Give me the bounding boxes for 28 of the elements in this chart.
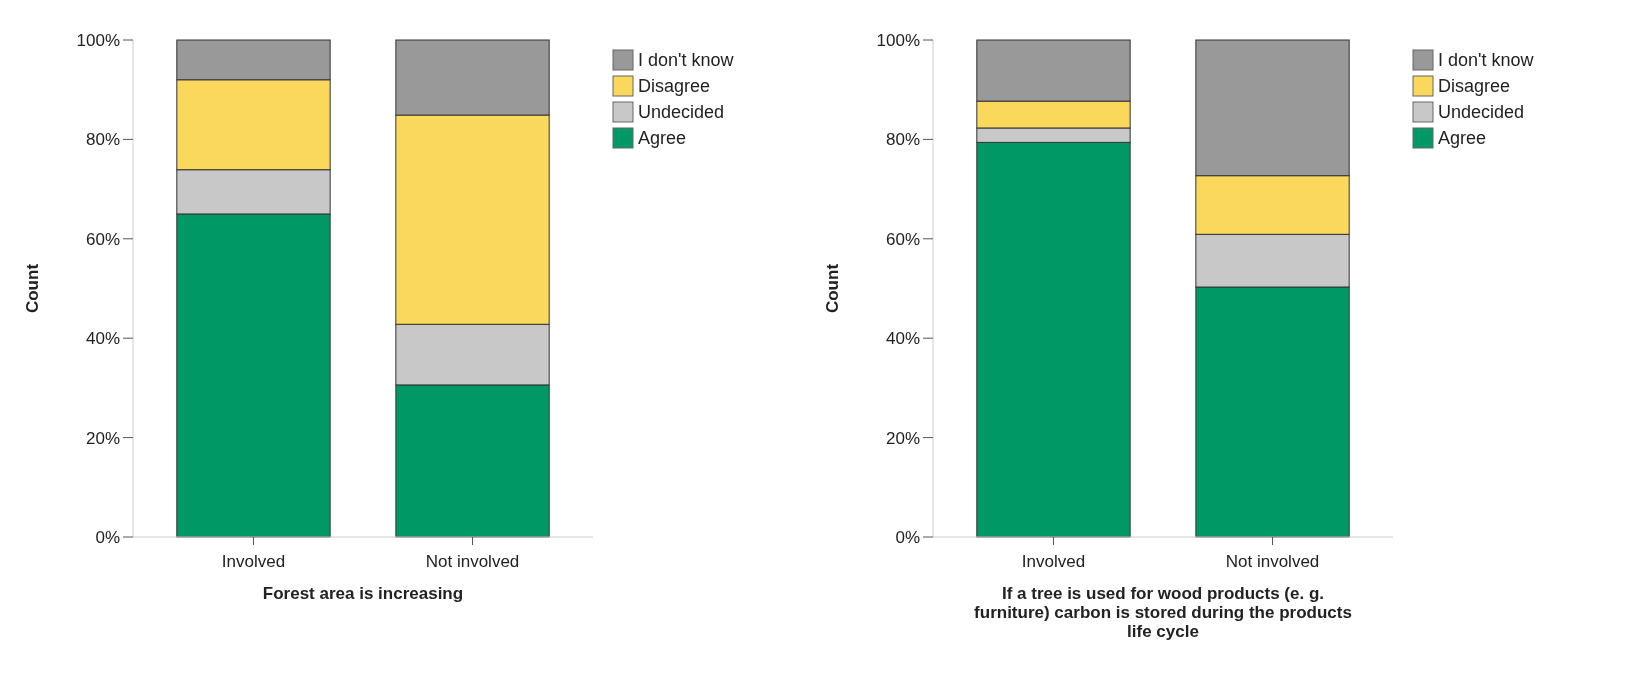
legend-label: Undecided bbox=[638, 102, 725, 123]
y-tick-label: 0% bbox=[895, 527, 920, 547]
y-axis-title: Count bbox=[23, 263, 42, 314]
legend-label: Undecided bbox=[1438, 102, 1525, 123]
y-axis-title: Count bbox=[823, 263, 842, 314]
x-axis-title: If a tree is used for wood products (e. g. furniture) carbon is stored during the products life cycle bbox=[974, 584, 1352, 641]
x-tick-label: Involved bbox=[221, 552, 286, 571]
y-tick-label: 0% bbox=[95, 527, 120, 547]
legend-label: I don't know bbox=[1438, 50, 1535, 71]
y-tick-label: 40% bbox=[85, 329, 120, 349]
y-tick-label: 40% bbox=[885, 329, 920, 349]
y-tick-label: 80% bbox=[85, 130, 120, 150]
y-tick-label: 20% bbox=[885, 428, 920, 448]
y-tick-label: 100% bbox=[876, 30, 920, 50]
x-tick-label: Not involved bbox=[1225, 552, 1320, 571]
x-tick-label: Involved bbox=[1021, 552, 1086, 571]
legend-label: Disagree bbox=[638, 76, 711, 97]
text: Agree bbox=[638, 128, 687, 149]
y-tick-label: 60% bbox=[885, 229, 920, 249]
y-tick-label: 80% bbox=[885, 130, 920, 150]
x-axis-title: Forest area is increasing bbox=[262, 584, 464, 603]
y-tick-label: 60% bbox=[85, 229, 120, 249]
text: Agree bbox=[1438, 128, 1487, 149]
legend-label: Disagree bbox=[1438, 76, 1511, 97]
y-tick-label: 100% bbox=[76, 30, 120, 50]
x-tick-label: Not involved bbox=[425, 552, 520, 571]
y-tick-label: 20% bbox=[85, 428, 120, 448]
legend-label: I don't know bbox=[638, 50, 735, 71]
